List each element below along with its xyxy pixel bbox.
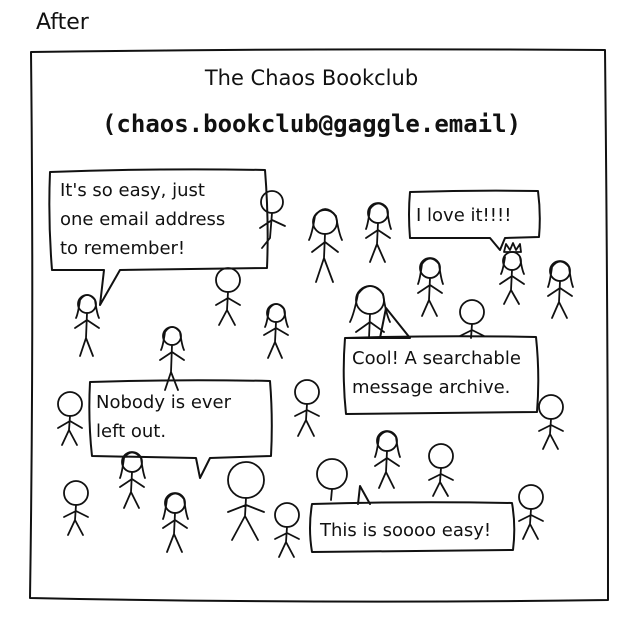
stick-figure [259, 190, 286, 249]
speech-text-easy: It's so easy, just one email address to … [60, 176, 225, 263]
stick-figure [263, 303, 289, 359]
stick-figure [119, 451, 146, 509]
stick-figure [374, 430, 401, 489]
speech-bubble-soooo [309, 485, 516, 553]
speech-line: message archive. [352, 377, 511, 398]
speech-line: Cool! A searchable [352, 348, 521, 369]
stick-figure [518, 484, 544, 540]
stick-figure [215, 267, 241, 326]
stick-figure [63, 480, 89, 536]
speech-line: one email address [60, 209, 226, 230]
stick-figure [162, 492, 189, 553]
stick-figure-crowned [499, 242, 525, 305]
speech-line: to remember! [60, 238, 186, 259]
speech-bubble-love [408, 189, 541, 251]
speech-line: It's so easy, just [60, 180, 205, 201]
panel-border [29, 48, 609, 603]
stick-figure [417, 257, 444, 317]
stick-figure [428, 443, 454, 497]
speech-text-soooo: This is soooo easy! [320, 516, 491, 545]
stick-figure [547, 260, 574, 319]
speech-line: left out. [96, 421, 167, 442]
stick-figure [459, 299, 485, 339]
stick-figure [57, 391, 83, 446]
speech-bubble-nobody [88, 379, 273, 479]
stick-figure [349, 285, 391, 339]
page-title: The Chaos Bookclub [204, 66, 419, 90]
stick-figure [159, 326, 185, 391]
speech-text-love: I love it!!!! [416, 201, 511, 230]
speech-text-archive: Cool! A searchable message archive. [352, 344, 521, 402]
crowd [57, 190, 574, 558]
speech-bubble-easy [48, 168, 269, 306]
stick-figure [294, 379, 320, 437]
stick-figure [308, 208, 343, 283]
speech-text-nobody: Nobody is ever left out. [96, 388, 231, 446]
stick-figure [227, 461, 265, 541]
panel-caption: After [36, 10, 89, 35]
speech-bubble-archive [342, 307, 540, 415]
speech-line: Nobody is ever [96, 392, 232, 413]
speech-line: This is soooo easy! [320, 520, 492, 541]
speech-line: I love it!!!! [416, 205, 512, 226]
stick-figure [538, 394, 564, 450]
stick-figure [274, 502, 300, 558]
stick-figure [316, 458, 348, 501]
stick-figure [365, 202, 392, 263]
email-address: (chaos.bookclub@gaggle.email) [101, 110, 522, 138]
stick-figure [74, 294, 100, 357]
